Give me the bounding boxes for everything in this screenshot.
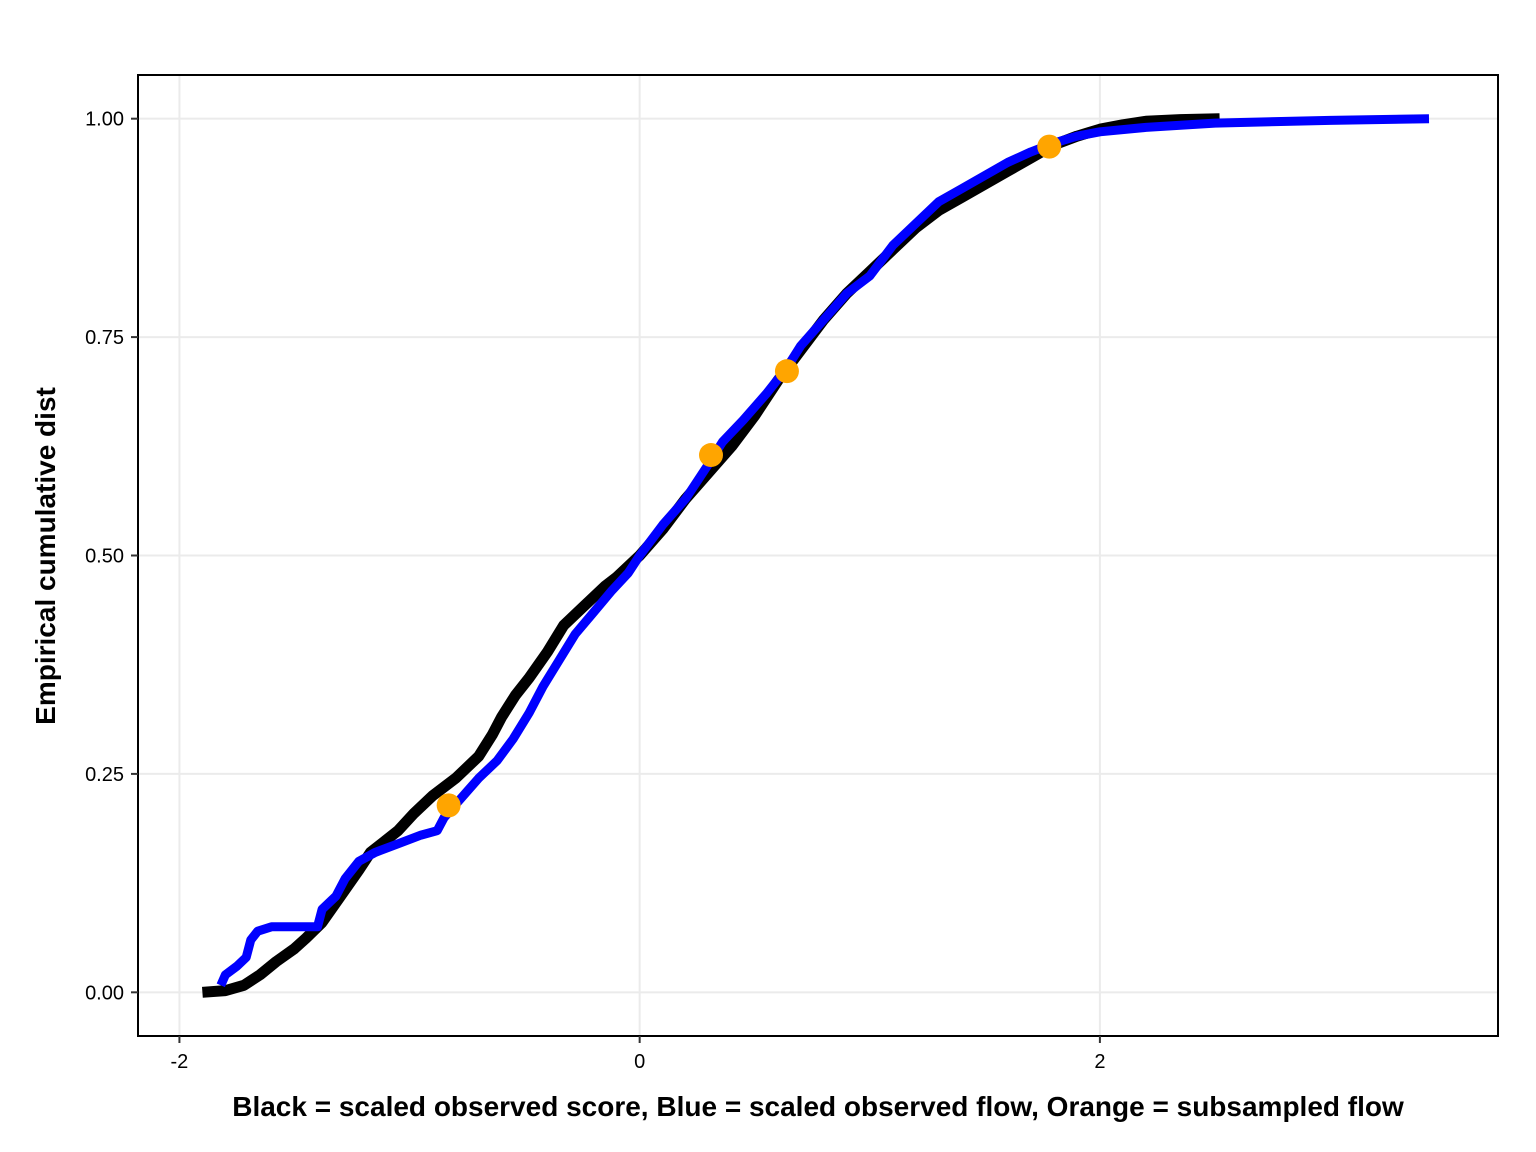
y-tick-label: 0.75	[85, 327, 124, 349]
data-point-orange	[1037, 134, 1062, 159]
x-axis-title: Black = scaled observed score, Blue = sc…	[232, 1091, 1404, 1122]
grid	[138, 75, 1498, 1036]
y-tick-label: 1.00	[85, 109, 124, 131]
x-axis: -2 0 2	[171, 1036, 1105, 1073]
data-point-orange	[436, 793, 461, 818]
y-tick-label: 0.50	[85, 546, 124, 568]
x-tick-label: -2	[171, 1051, 189, 1073]
series-line-blue	[216, 114, 1430, 988]
y-tick-label: 0.00	[85, 982, 124, 1004]
data-point-orange	[774, 359, 799, 384]
y-tick-label: 0.25	[85, 764, 124, 786]
y-axis-title: Empirical cumulative dist	[30, 387, 61, 725]
x-tick-label: 0	[634, 1051, 645, 1073]
x-tick-label: 2	[1094, 1051, 1105, 1073]
series-layer	[201, 113, 1430, 998]
y-axis: 0.00 0.25 0.50 0.75 1.00	[85, 109, 138, 1004]
data-point-orange	[698, 443, 723, 468]
